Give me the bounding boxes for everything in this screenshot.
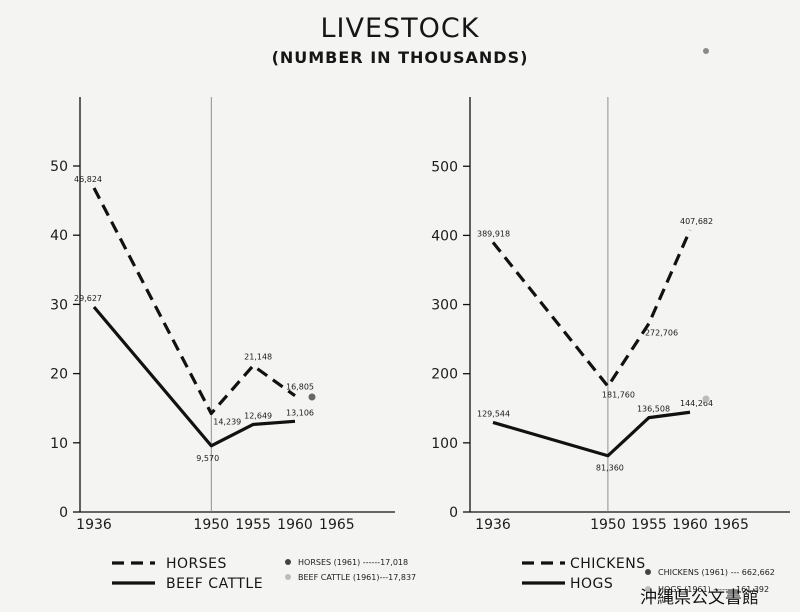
panel2-note-bullet bbox=[645, 569, 651, 575]
panel2-x-tick-label: 1960 bbox=[672, 517, 708, 533]
panel2-x-tick-label: 1965 bbox=[713, 517, 749, 533]
panel1-note-label: BEEF CATTLE (1961)---17,837 bbox=[298, 573, 416, 582]
panel2-data-label: 81,360 bbox=[596, 464, 624, 473]
panel2-y-tick-label: 400 bbox=[431, 228, 458, 244]
archive-stamp: 沖縄県公文書館 bbox=[640, 588, 759, 608]
panel1-y-tick-label: 20 bbox=[50, 367, 68, 383]
chart-title: LIVESTOCK bbox=[320, 13, 480, 44]
panel2-data-label: 272,706 bbox=[645, 328, 678, 337]
panel1-x-tick-label: 1965 bbox=[319, 517, 355, 533]
panel2-legend-label: HOGS bbox=[570, 576, 613, 592]
panel1-data-label: 21,148 bbox=[244, 353, 272, 362]
panel2-note-bullet bbox=[645, 586, 651, 592]
panel1-note-dot bbox=[308, 393, 316, 401]
panel2-y-tick-label: 300 bbox=[431, 298, 458, 314]
panel1-y-tick-label: 10 bbox=[50, 436, 68, 452]
panel2-note-label: CHICKENS (1961) --- 662,662 bbox=[658, 568, 775, 577]
panel1-legend-label: BEEF CATTLE bbox=[166, 576, 263, 592]
panel1-y-tick-label: 50 bbox=[50, 159, 68, 175]
panel1-data-label: 46,824 bbox=[74, 175, 102, 184]
panel2-y-tick-label: 500 bbox=[431, 159, 458, 175]
panel2-data-label: 129,544 bbox=[477, 409, 510, 418]
panel1-series-horses-line bbox=[92, 187, 296, 416]
panel1-note-bullet bbox=[285, 574, 291, 580]
panel1-x-tick-label: 1955 bbox=[235, 517, 271, 533]
panel2-series-hogs-line bbox=[492, 410, 691, 458]
panel1-data-label: 13,106 bbox=[286, 408, 314, 417]
panel1-x-tick-label: 1950 bbox=[193, 517, 229, 533]
panel1-series-beef-cattle-line bbox=[92, 305, 296, 448]
panel2-data-label: 407,682 bbox=[680, 217, 713, 226]
panel2-data-label: 181,760 bbox=[602, 390, 635, 399]
panel2-y-tick-label: 200 bbox=[431, 367, 458, 383]
panel1-note-bullet bbox=[285, 559, 291, 565]
panel2-legend-label: CHICKENS bbox=[570, 556, 646, 572]
panel1-x-tick-label: 1960 bbox=[277, 517, 313, 533]
panel1-note-label: HORSES (1961) ------17,018 bbox=[298, 558, 408, 567]
panel1-data-label: 16,805 bbox=[286, 383, 314, 392]
panel2-x-tick-label: 1955 bbox=[631, 517, 667, 533]
panel1-legend-label: HORSES bbox=[166, 556, 227, 572]
panel1-data-label: 12,649 bbox=[244, 411, 272, 420]
panel1-x-tick-label: 1936 bbox=[76, 517, 112, 533]
panel2-series-chickens-line bbox=[491, 229, 692, 388]
panel2-x-tick-label: 1950 bbox=[590, 517, 626, 533]
chart-subtitle: (NUMBER IN THOUSANDS) bbox=[271, 48, 529, 67]
panel2-data-label: 136,508 bbox=[637, 405, 670, 414]
panel1-y-tick-label: 40 bbox=[50, 228, 68, 244]
panel2-x-tick-label: 1936 bbox=[475, 517, 511, 533]
panel1-y-tick-label: 0 bbox=[59, 505, 68, 521]
panel1-data-label: 9,570 bbox=[196, 454, 219, 463]
panel2-data-label: 389,918 bbox=[477, 229, 510, 238]
panel2-note-dot bbox=[702, 395, 710, 403]
panel1-y-tick-label: 30 bbox=[50, 297, 68, 313]
dust-speck bbox=[703, 48, 709, 54]
panel2-y-tick-label: 0 bbox=[449, 505, 458, 521]
panel2-y-tick-label: 100 bbox=[431, 436, 458, 452]
panel2-data-label: 144,264 bbox=[680, 399, 713, 408]
panel2-note-label: HOGS (1961) ------- 161,392 bbox=[658, 585, 769, 594]
panel1-data-label: 29,627 bbox=[74, 294, 102, 303]
panel1-data-label: 14,239 bbox=[213, 417, 241, 426]
